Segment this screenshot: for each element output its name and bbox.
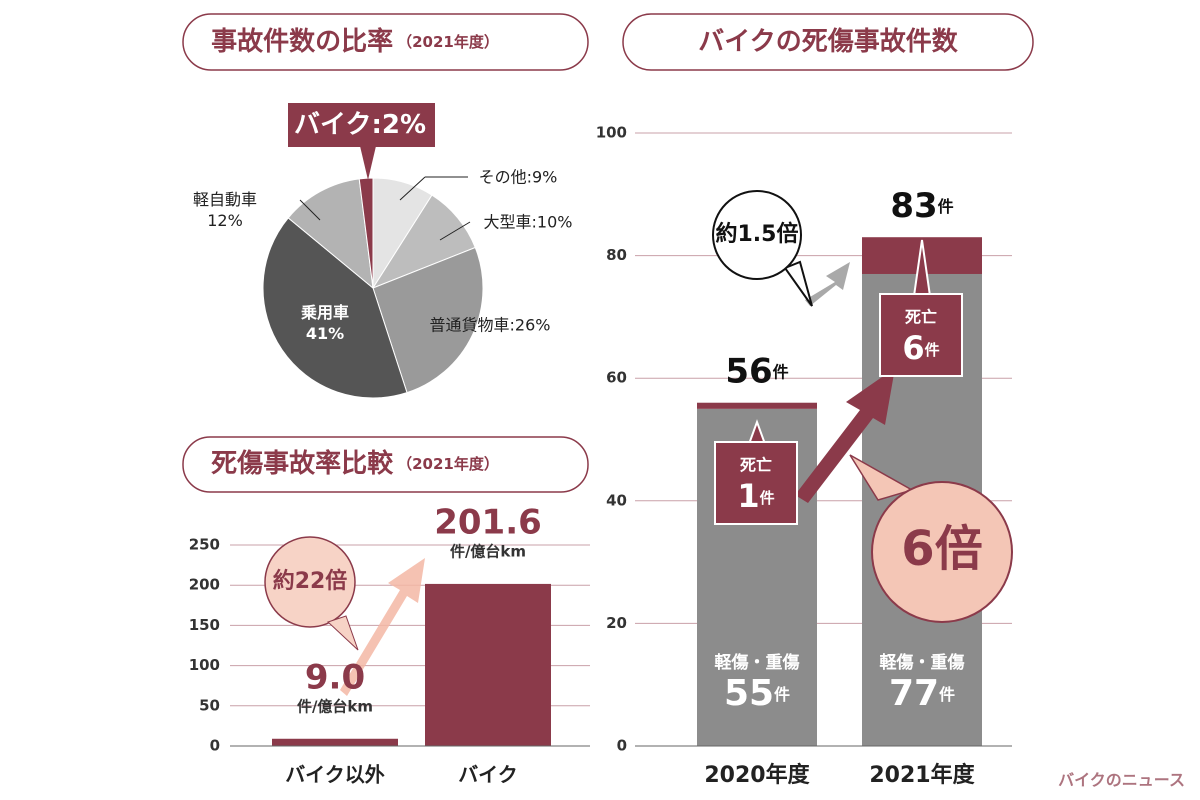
x-tick-label: バイク	[458, 763, 518, 787]
unit: 件	[925, 341, 940, 359]
pie-slice	[262, 217, 408, 399]
y-tick-label: 20	[606, 614, 627, 632]
chart-title: バイクの死傷事故件数	[698, 27, 958, 57]
y-tick-label: 100	[596, 124, 627, 142]
total-label: 83件	[890, 186, 953, 226]
y-tick-label: 200	[189, 576, 220, 594]
y-tick-label: 150	[189, 616, 220, 634]
value-unit: 件/億台km	[450, 542, 526, 560]
unit: 件	[774, 685, 790, 704]
annotation: 約22倍	[273, 568, 348, 594]
annotation-circle	[264, 536, 356, 628]
y-tick-label: 100	[189, 656, 220, 674]
unit: 件	[938, 197, 954, 216]
callout-box	[288, 103, 435, 147]
segment-value: 6	[902, 329, 924, 367]
annotation-circle	[712, 190, 802, 280]
y-tick-label: 0	[210, 737, 220, 755]
slice-label: その他:9%	[478, 167, 558, 187]
chart-title: 事故件数の比率 （2021年度）	[211, 26, 499, 57]
leader	[299, 199, 321, 221]
segment-label: 6件	[902, 329, 939, 367]
annotation-pointer	[783, 260, 813, 307]
value-unit: 件/億台km	[297, 697, 373, 715]
x-tick-label: 2020年度	[704, 762, 810, 788]
pie-slice	[372, 246, 484, 394]
slice-label: 軽自動車 12%	[192, 190, 258, 230]
segment-value: 1	[737, 477, 759, 515]
title-pill	[622, 13, 1034, 71]
slice-label: バイク:2%	[293, 110, 427, 140]
callout-box	[714, 441, 798, 525]
arrow	[340, 558, 425, 696]
pie-slice	[287, 178, 374, 290]
title-text: バイクの死傷事故件数	[698, 27, 958, 57]
series-name: 死亡	[740, 456, 772, 475]
bar	[425, 583, 551, 746]
bar	[272, 738, 398, 746]
segment-value: 55	[724, 673, 774, 714]
chart-title: 死傷事故率比較 （2021年度）	[211, 448, 499, 479]
series-name: 死亡	[905, 308, 937, 327]
x-tick-label: バイク以外	[285, 763, 385, 787]
annotation-pointer	[849, 454, 914, 501]
title-text: 死傷事故率比較	[211, 448, 394, 479]
callout-pointer	[360, 146, 376, 180]
value-label: 9.0	[305, 657, 365, 697]
value-label: 201.6	[434, 502, 542, 542]
title-text: 事故件数の比率	[211, 26, 393, 57]
arrow	[795, 368, 895, 503]
unit: 件	[939, 685, 955, 704]
y-tick-label: 80	[606, 246, 627, 264]
annotation-circle	[871, 481, 1013, 623]
slice-label: 普通貨物車:26%	[429, 315, 551, 335]
y-tick-label: 50	[199, 696, 220, 714]
leader	[399, 176, 426, 201]
title-pill	[182, 436, 589, 493]
y-tick-label: 40	[606, 491, 627, 509]
subtitle: （2021年度）	[397, 33, 499, 51]
unit: 件	[773, 362, 789, 381]
segment-label: 55件	[724, 673, 790, 714]
leader	[439, 221, 471, 241]
series-name: 軽傷・重傷	[880, 652, 965, 673]
bar-segment	[697, 402, 817, 409]
arrow	[805, 262, 850, 306]
segment-label: 77件	[889, 673, 955, 714]
total-value: 56	[725, 351, 772, 391]
segment-value: 77	[889, 673, 939, 714]
series-name: 軽傷・重傷	[715, 652, 800, 673]
total-label: 56件	[725, 351, 788, 391]
unit: 件	[760, 489, 775, 507]
callout-box	[879, 293, 963, 377]
slice-label: 乗用車 41%	[300, 303, 350, 343]
title-pill	[182, 13, 589, 71]
y-tick-label: 0	[617, 737, 627, 755]
pie-slice	[358, 177, 374, 289]
y-tick-label: 250	[189, 536, 220, 554]
segment-label: 1件	[737, 477, 774, 515]
annotation-pointer	[327, 615, 359, 651]
total-value: 83	[890, 186, 937, 226]
watermark: バイクのニュース	[1058, 771, 1185, 790]
subtitle: （2021年度）	[397, 455, 499, 473]
y-tick-label: 60	[606, 369, 627, 387]
x-tick-label: 2021年度	[869, 762, 975, 788]
annotation: 6倍	[901, 521, 982, 577]
slice-label: 大型車:10%	[483, 212, 573, 232]
annotation: 約1.5倍	[716, 221, 799, 247]
